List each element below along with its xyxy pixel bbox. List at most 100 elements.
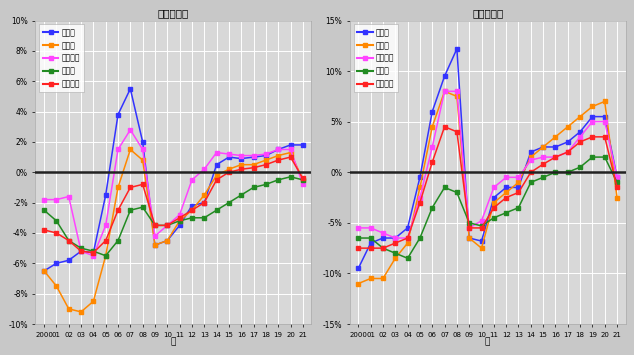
- 全国平均: [477, 226, 485, 230]
- 全国平均: [367, 246, 375, 250]
- 全国平均: [404, 236, 411, 240]
- 大阪圈: [354, 282, 362, 286]
- Line: 全国平均: 全国平均: [42, 155, 304, 255]
- 全国平均: [127, 185, 134, 190]
- 名古屋圈: [490, 185, 498, 190]
- 東京圈: [53, 261, 60, 266]
- 全国平均: [65, 239, 72, 243]
- 地方圈: [453, 190, 461, 195]
- 地方圈: [237, 193, 245, 197]
- 大阪圈: [391, 256, 399, 261]
- 東京圈: [453, 47, 461, 51]
- 名古屋圈: [367, 226, 375, 230]
- 大阪圈: [213, 173, 221, 178]
- Line: 全国平均: 全国平均: [356, 125, 619, 250]
- 地方圈: [441, 185, 448, 190]
- 大阪圈: [379, 277, 387, 281]
- 大阪圈: [490, 201, 498, 205]
- 大阪圈: [151, 243, 158, 247]
- 名古屋圈: [601, 120, 609, 124]
- 東京圈: [225, 155, 233, 159]
- 名古屋圈: [576, 135, 584, 139]
- 地方圈: [188, 216, 196, 220]
- 東京圈: [490, 196, 498, 200]
- 東京圈: [139, 140, 146, 144]
- 地方圈: [102, 253, 110, 258]
- 地方圈: [354, 236, 362, 240]
- 名古屋圈: [613, 175, 621, 180]
- 名古屋圈: [151, 234, 158, 238]
- 名古屋圈: [552, 155, 559, 159]
- 地方圈: [465, 221, 473, 225]
- 東京圈: [441, 74, 448, 78]
- 全国平均: [225, 170, 233, 174]
- 名古屋圈: [287, 147, 294, 152]
- 地方圈: [527, 180, 534, 185]
- 東京圈: [367, 241, 375, 245]
- 地方圈: [429, 206, 436, 210]
- 名古屋圈: [53, 197, 60, 202]
- 地方圈: [65, 239, 72, 243]
- 地方圈: [176, 219, 183, 223]
- 東京圈: [114, 113, 122, 117]
- 地方圈: [53, 219, 60, 223]
- 大阪圈: [540, 145, 547, 149]
- 大阪圈: [613, 196, 621, 200]
- 大阪圈: [453, 94, 461, 98]
- 東京圈: [613, 175, 621, 180]
- X-axis label: 年: 年: [485, 338, 490, 347]
- 大阪圈: [65, 307, 72, 311]
- 東京圈: [515, 185, 522, 190]
- 東京圈: [404, 226, 411, 230]
- 全国平均: [176, 216, 183, 220]
- 東京圈: [41, 269, 48, 273]
- 全国平均: [502, 196, 510, 200]
- 大阪圈: [404, 241, 411, 245]
- 大阪圈: [576, 114, 584, 119]
- 大阪圈: [225, 167, 233, 171]
- 大阪圈: [275, 153, 282, 158]
- 大阪圈: [41, 269, 48, 273]
- 東京圈: [391, 236, 399, 240]
- 大阪圈: [102, 253, 110, 258]
- 大阪圈: [477, 246, 485, 250]
- 名古屋圈: [225, 152, 233, 156]
- 名古屋圈: [354, 226, 362, 230]
- 大阪圈: [527, 155, 534, 159]
- 大阪圈: [77, 310, 85, 314]
- 東京圈: [477, 239, 485, 243]
- 全国平均: [89, 251, 97, 255]
- 大阪圈: [601, 99, 609, 104]
- 東京圈: [552, 145, 559, 149]
- 名古屋圈: [237, 153, 245, 158]
- 全国平均: [441, 125, 448, 129]
- 全国平均: [552, 155, 559, 159]
- 大阪圈: [114, 185, 122, 190]
- 大阪圈: [188, 208, 196, 212]
- 東京圈: [588, 114, 596, 119]
- 大阪圈: [367, 277, 375, 281]
- 全国平均: [287, 155, 294, 159]
- 大阪圈: [164, 239, 171, 243]
- 全国平均: [262, 163, 269, 167]
- X-axis label: 年: 年: [171, 338, 176, 347]
- 地方圈: [225, 201, 233, 205]
- 名古屋圈: [275, 147, 282, 152]
- Legend: 東京圈, 大阪圈, 名古屋圈, 地方圈, 全国平均: 東京圈, 大阪圈, 名古屋圈, 地方圈, 全国平均: [39, 24, 84, 92]
- 名古屋圈: [65, 195, 72, 199]
- 東京圈: [576, 130, 584, 134]
- 地方圈: [379, 246, 387, 250]
- 名古屋圈: [250, 153, 257, 158]
- 地方圈: [127, 208, 134, 212]
- 大阪圈: [416, 185, 424, 190]
- 大阪圈: [176, 219, 183, 223]
- 東京圈: [540, 145, 547, 149]
- 大阪圈: [429, 125, 436, 129]
- 全国平均: [453, 130, 461, 134]
- 名古屋圈: [515, 175, 522, 180]
- 全国平均: [391, 241, 399, 245]
- 全国平均: [379, 246, 387, 250]
- Title: （商業地）: （商業地）: [472, 8, 503, 18]
- 名古屋圈: [102, 223, 110, 228]
- 全国平均: [102, 239, 110, 243]
